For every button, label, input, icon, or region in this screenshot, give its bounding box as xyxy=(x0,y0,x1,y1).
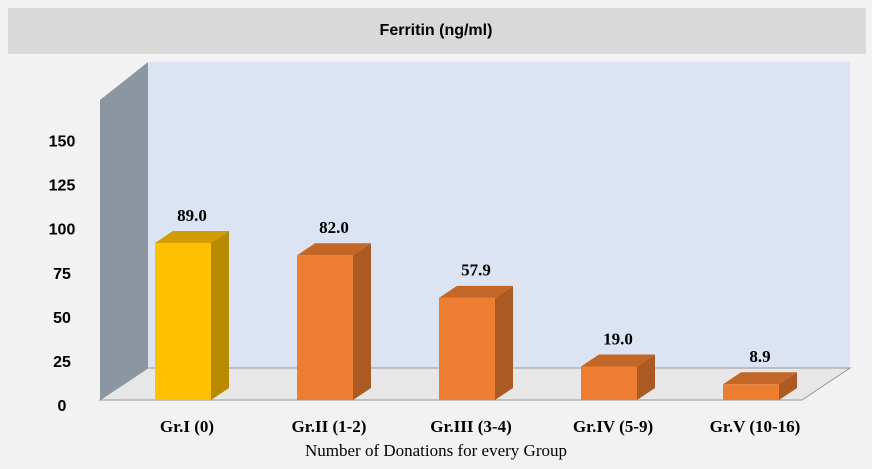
y-tick-label: 25 xyxy=(53,354,71,371)
bar-top xyxy=(155,230,229,243)
bar xyxy=(581,354,655,400)
x-tick-label: Gr.I (0) xyxy=(160,417,214,436)
y-tick-label: 0 xyxy=(58,398,67,415)
bar-side xyxy=(637,354,655,400)
bar-front xyxy=(439,297,495,400)
x-tick-label: Gr.IV (5-9) xyxy=(573,417,653,436)
value-label: 89.0 xyxy=(177,206,207,225)
bar-front xyxy=(723,384,779,400)
bar-side xyxy=(779,372,797,400)
bar xyxy=(723,372,797,400)
title-band xyxy=(8,8,866,54)
y-tick-label: 125 xyxy=(49,178,76,195)
x-tick-label: Gr.II (1-2) xyxy=(292,417,367,436)
y-tick-label: 150 xyxy=(49,134,76,151)
y-tick-label: 75 xyxy=(53,266,71,283)
bar-front xyxy=(581,366,637,400)
value-label: 82.0 xyxy=(319,218,349,237)
bar-front xyxy=(155,242,211,400)
value-label: 57.9 xyxy=(461,261,491,280)
side-wall xyxy=(100,62,148,400)
bar-side xyxy=(495,285,513,400)
y-tick-label: 50 xyxy=(53,310,71,327)
bar xyxy=(155,230,229,400)
chart-title: Ferritin (ng/ml) xyxy=(380,22,493,39)
bar xyxy=(439,285,513,400)
bar-top xyxy=(297,243,371,256)
x-tick-label: Gr.III (3-4) xyxy=(430,417,512,436)
bar-top xyxy=(581,354,655,367)
bar-front xyxy=(297,255,353,400)
value-label: 19.0 xyxy=(603,329,633,348)
x-axis-label: Number of Donations for every Group xyxy=(305,441,567,460)
bar-top xyxy=(723,372,797,385)
bar-side xyxy=(353,243,371,400)
x-tick-label: Gr.V (10-16) xyxy=(710,417,801,436)
bar xyxy=(297,243,371,400)
bar-top xyxy=(439,285,513,298)
value-label: 8.9 xyxy=(749,347,770,366)
bar-side xyxy=(211,230,229,400)
y-tick-label: 100 xyxy=(49,222,76,239)
